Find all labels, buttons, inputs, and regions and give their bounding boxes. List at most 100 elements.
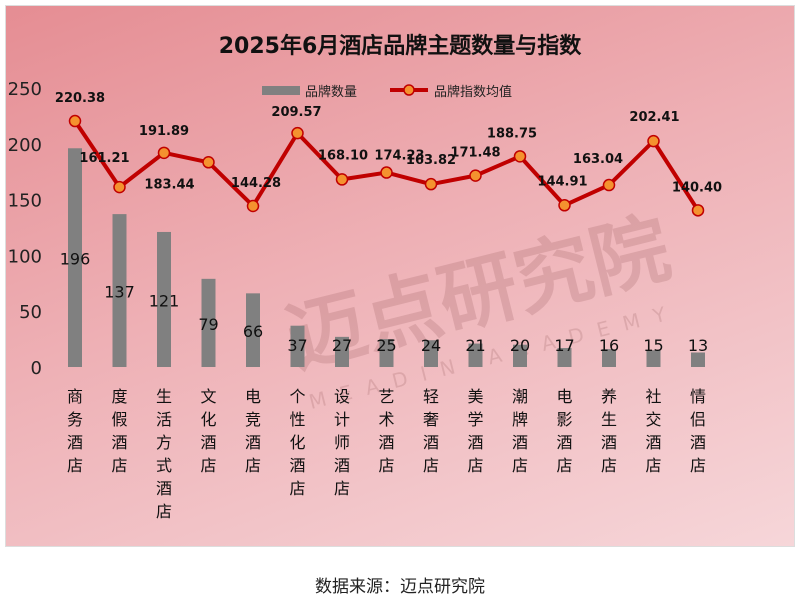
legend-line-marker — [403, 84, 415, 96]
x-tick-label: 生 — [156, 387, 172, 406]
source-note: 数据来源：迈点研究院 — [315, 577, 485, 597]
legend-line-label: 品牌指数均值 — [434, 84, 512, 100]
x-tick-label: 生 — [601, 410, 617, 429]
x-tick-label: 式 — [156, 456, 172, 475]
x-tick-label: 店 — [378, 456, 394, 475]
bar — [691, 352, 705, 367]
bar — [602, 349, 616, 367]
line-data-label: 209.57 — [271, 105, 321, 120]
y-tick-label: 100 — [8, 246, 42, 267]
x-tick-label: 店 — [67, 456, 83, 475]
line-data-label: 144.91 — [537, 174, 587, 189]
line-marker — [68, 114, 82, 128]
x-tick-label: 影 — [556, 410, 572, 429]
bar-data-label: 20 — [510, 336, 530, 355]
bar-data-label: 25 — [376, 336, 396, 355]
bar — [424, 340, 438, 367]
line-marker — [202, 156, 215, 169]
x-tick-label: 店 — [556, 456, 572, 475]
x-tick-label: 酒 — [467, 433, 483, 452]
legend-bar-label: 品牌数量 — [305, 84, 357, 100]
y-tick-label: 200 — [8, 135, 42, 156]
x-tick-label: 竞 — [245, 410, 261, 429]
x-tick-label: 养 — [601, 387, 617, 406]
x-tick-label: 假 — [111, 410, 127, 429]
bar-data-label: 37 — [287, 336, 307, 355]
line-marker — [647, 134, 660, 148]
bar-data-label: 66 — [243, 322, 263, 341]
x-tick-label: 情 — [690, 387, 706, 406]
bar — [468, 343, 483, 367]
x-tick-label: 文 — [200, 387, 216, 406]
x-tick-label: 店 — [156, 502, 172, 521]
x-tick-label: 师 — [334, 433, 350, 452]
line-data-label: 191.89 — [139, 124, 189, 139]
line-marker — [335, 173, 349, 186]
bar — [246, 293, 260, 367]
bar-data-label: 24 — [421, 336, 441, 355]
x-tick-label: 店 — [467, 456, 483, 475]
x-tick-label: 社 — [645, 387, 661, 406]
x-tick-label: 术 — [378, 410, 394, 429]
x-tick-label: 酒 — [200, 433, 216, 452]
line-marker — [291, 126, 304, 140]
x-tick-label: 酒 — [378, 433, 394, 452]
x-tick-label: 店 — [245, 456, 261, 475]
x-tick-label: 酒 — [423, 433, 439, 452]
bar — [513, 344, 527, 367]
line-data-label: 140.40 — [672, 180, 722, 195]
x-tick-label: 店 — [111, 456, 127, 475]
y-tick-label: 50 — [19, 302, 42, 323]
x-tick-label: 牌 — [512, 410, 528, 429]
x-tick-label: 酒 — [601, 433, 617, 452]
line-marker — [424, 177, 438, 191]
bar — [335, 336, 349, 367]
bar — [68, 148, 82, 367]
x-tick-label: 个 — [289, 387, 305, 406]
bar — [557, 348, 572, 367]
x-tick-label: 酒 — [67, 433, 83, 452]
chart-title: 2025年6月酒店品牌主题数量与指数 — [218, 34, 582, 59]
line-data-label: 163.82 — [406, 153, 456, 168]
line-marker — [113, 180, 126, 194]
line-marker — [513, 150, 527, 163]
x-tick-label: 酒 — [645, 433, 661, 452]
bar-data-label: 15 — [643, 336, 663, 355]
y-tick-label: 0 — [31, 358, 42, 379]
x-tick-label: 艺 — [378, 387, 394, 406]
line-data-label: 202.41 — [629, 110, 679, 125]
x-tick-label: 方 — [156, 433, 172, 452]
x-tick-label: 设 — [334, 387, 350, 406]
x-tick-label: 轻 — [423, 387, 439, 406]
line-data-label: 188.75 — [487, 126, 537, 141]
line-data-label: 174.23 — [374, 149, 424, 164]
x-tick-label: 活 — [156, 410, 172, 429]
x-tick-label: 奢 — [423, 410, 439, 429]
bar — [112, 214, 127, 367]
bar-data-label: 196 — [60, 250, 91, 269]
bar-data-label: 17 — [554, 336, 574, 355]
x-tick-label: 交 — [645, 410, 661, 429]
x-tick-label: 店 — [512, 456, 528, 475]
x-tick-label: 酒 — [289, 456, 305, 475]
x-tick-label: 化 — [200, 410, 216, 429]
line-marker — [558, 199, 571, 212]
bar — [646, 350, 661, 367]
line-data-label: 183.44 — [144, 177, 194, 192]
bar-data-label: 137 — [104, 283, 135, 302]
x-tick-label: 酒 — [245, 433, 261, 452]
y-tick-label: 250 — [8, 79, 42, 100]
x-tick-label: 电 — [245, 387, 261, 406]
line-marker — [157, 146, 171, 160]
x-tick-label: 店 — [423, 456, 439, 475]
bar — [157, 231, 171, 367]
bar — [290, 325, 305, 367]
x-tick-label: 计 — [334, 410, 350, 429]
legend-bar-swatch — [262, 86, 300, 95]
x-tick-label: 酒 — [556, 433, 572, 452]
bar-data-label: 21 — [465, 336, 485, 355]
bar-data-label: 13 — [688, 336, 708, 355]
line-marker — [602, 178, 616, 192]
bar — [201, 278, 216, 367]
